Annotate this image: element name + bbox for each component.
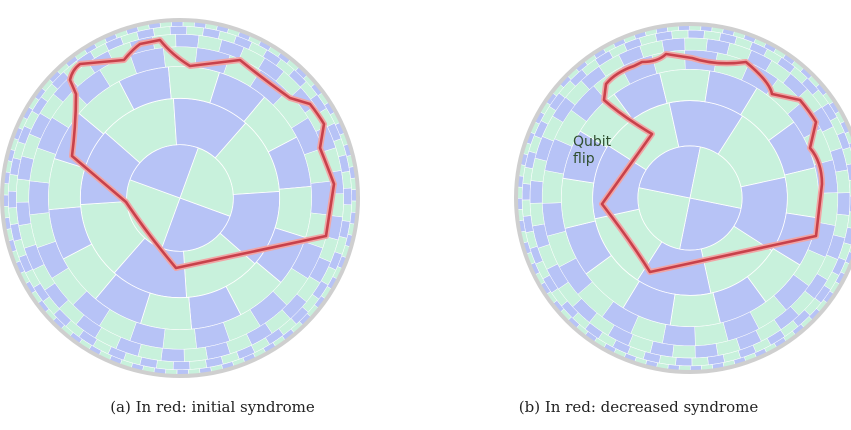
blue-face (343, 187, 353, 206)
blue-face (843, 227, 851, 246)
syndrome-loop (600, 52, 824, 274)
blue-face (172, 361, 191, 371)
green-face (162, 328, 198, 350)
blue-face (160, 347, 185, 363)
blue-face (849, 195, 851, 213)
blue-face (662, 324, 696, 347)
blue-face (175, 33, 200, 49)
blue-face (16, 201, 32, 226)
green-face (844, 130, 851, 145)
green-face (784, 167, 820, 219)
blue-face (836, 192, 851, 216)
tiling-disk-b (514, 22, 851, 374)
qubit-flip-line-1: Qubit (573, 134, 612, 150)
green-face (659, 68, 711, 104)
blue-face (28, 180, 50, 216)
green-face (541, 170, 564, 204)
green-face (672, 344, 696, 359)
blue-face (169, 25, 188, 35)
blue-face (661, 37, 686, 53)
green-face (671, 29, 689, 40)
green-face (560, 177, 596, 229)
blue-face (846, 163, 851, 181)
blue-face (521, 183, 531, 201)
disk-boundary (514, 22, 851, 374)
green-face (684, 37, 708, 52)
caption-b: (b) In red: decreased syndrome (518, 398, 759, 416)
syndrome-loop (68, 38, 336, 270)
blue-face (7, 190, 17, 209)
green-face (669, 292, 721, 328)
blue-face (529, 180, 544, 204)
disk-boundary (0, 18, 360, 378)
green-face (835, 169, 851, 194)
caption-a: (a) In red: initial syndrome (110, 398, 315, 416)
blue-face (694, 343, 719, 359)
blue-face (848, 141, 851, 155)
tiling-disk-a (0, 18, 360, 378)
green-face (847, 211, 851, 230)
panel-a: (a) In red: initial syndrome (0, 0, 425, 430)
panel-b: Qubit flip (b) In red: decreased syndrom… (426, 0, 851, 430)
green-face (848, 179, 851, 197)
qubit-flip-line-2: flip (573, 151, 595, 167)
green-face (521, 199, 532, 217)
green-face (15, 178, 31, 203)
qubit-flip-label: Qubit flip (573, 134, 611, 168)
green-face (691, 356, 709, 367)
blue-face (687, 29, 705, 39)
blue-face (675, 357, 693, 367)
green-face (183, 346, 208, 362)
green-face (529, 202, 545, 227)
